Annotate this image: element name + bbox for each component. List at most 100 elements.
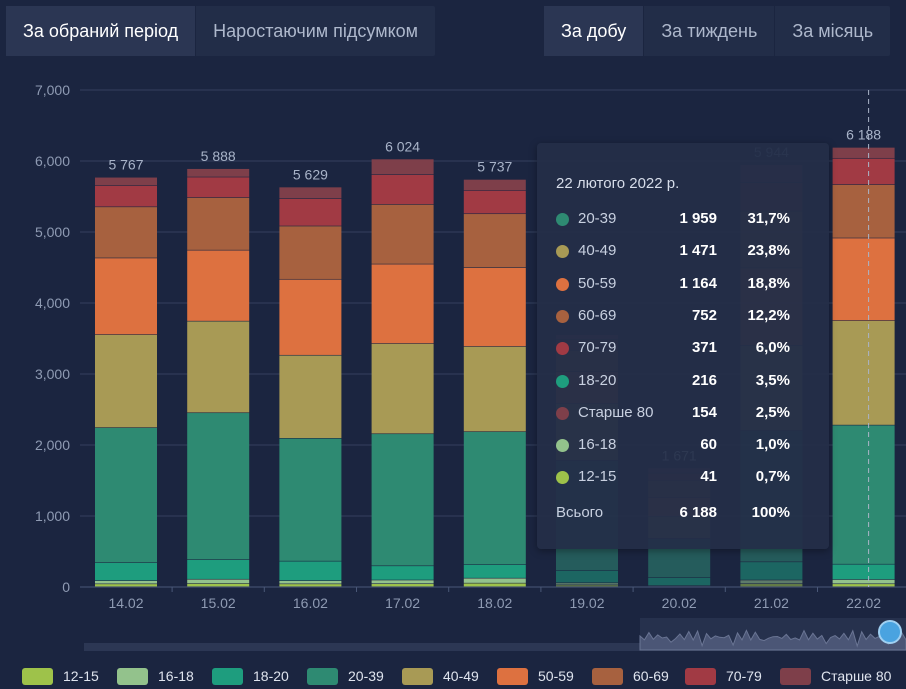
bar-segment xyxy=(832,320,895,425)
tooltip-series-pct: 6,0% xyxy=(755,339,790,357)
bar-segment xyxy=(279,438,342,561)
tooltip-total-row: Всього 6 188 100% xyxy=(537,504,829,524)
y-tick-label: 2,000 xyxy=(35,437,70,453)
tooltip-series-name: Старше 80 xyxy=(578,403,654,421)
x-tick-label: 17.02 xyxy=(385,595,420,611)
bar-segment xyxy=(648,577,711,586)
legend-item[interactable]: 18-20 xyxy=(212,665,289,687)
series-dot-icon xyxy=(556,245,569,259)
legend-label: Старше 80 xyxy=(821,668,892,684)
tooltip-row: Старше 80 154 2,5% xyxy=(537,404,829,424)
y-tick-label: 0 xyxy=(62,579,70,595)
bar-segment xyxy=(371,159,434,175)
bar-segment xyxy=(95,580,157,584)
bar-segment xyxy=(279,580,342,584)
bar-segment xyxy=(463,190,526,214)
legend-item[interactable]: 60-69 xyxy=(592,665,669,687)
bar-segment xyxy=(279,226,342,279)
tab-interval-1[interactable]: За тиждень xyxy=(644,6,776,56)
legend-item[interactable]: Старше 80 xyxy=(780,665,891,687)
interval-tabs: За добу За тиждень За місяць xyxy=(544,6,891,56)
series-dot-icon xyxy=(556,277,569,291)
tooltip-series-pct: 18,8% xyxy=(747,274,790,292)
bar-segment xyxy=(832,425,895,564)
legend-item[interactable]: 70-79 xyxy=(685,665,762,687)
tab-interval-2[interactable]: За місяць xyxy=(792,21,874,41)
bar-segment xyxy=(187,583,250,587)
bar-segment xyxy=(371,580,434,584)
legend-item[interactable]: 20-39 xyxy=(307,665,384,687)
bar-segment xyxy=(187,413,250,560)
navigator-track xyxy=(84,643,906,651)
series-dot-icon xyxy=(556,374,569,388)
bar-segment xyxy=(95,177,157,186)
tooltip-series-value: 752 xyxy=(691,306,717,324)
bar-segment xyxy=(187,168,250,177)
bar-segment xyxy=(279,187,342,199)
chart-legend: 12-15 16-18 18-20 20-39 40-49 50-59 60-69 70-79… xyxy=(0,665,906,687)
tooltip-series-value: 154 xyxy=(691,403,717,421)
bar-segment xyxy=(832,584,895,587)
legend-swatch xyxy=(780,667,811,685)
bar-segment xyxy=(832,158,895,185)
legend-item[interactable]: 40-49 xyxy=(402,665,479,687)
legend-label: 20-39 xyxy=(348,668,384,684)
bar-segment xyxy=(187,579,250,584)
bar-segment xyxy=(832,564,895,580)
tooltip-series-value: 41 xyxy=(700,468,717,486)
bar-segment xyxy=(463,583,526,587)
legend-swatch xyxy=(402,667,433,685)
bar-total-label: 5 767 xyxy=(108,157,143,173)
tab-period-0[interactable]: За обраний період xyxy=(6,6,197,56)
legend-swatch xyxy=(592,667,623,685)
bar-segment xyxy=(279,584,342,587)
bar-total-label: 6 024 xyxy=(385,138,420,154)
bar-segment xyxy=(463,179,526,191)
tab-interval-0[interactable]: За добу xyxy=(544,6,645,56)
legend-swatch xyxy=(212,667,243,685)
legend-item[interactable]: 16-18 xyxy=(117,665,194,687)
tooltip-row: 20-39 1 959 31,7% xyxy=(537,210,829,230)
bar-total-label: 5 737 xyxy=(477,159,512,175)
bar-segment xyxy=(556,570,618,583)
bar-segment xyxy=(95,185,157,207)
tooltip-title: 22 лютого 2022 р. xyxy=(556,175,680,192)
bar-segment xyxy=(279,198,342,226)
tooltip-series-pct: 31,7% xyxy=(747,210,790,227)
legend-label: 40-49 xyxy=(443,668,479,684)
bar-segment xyxy=(371,434,434,566)
navigator-handle-icon[interactable] xyxy=(878,620,902,644)
bar-segment xyxy=(463,267,526,347)
bar-segment xyxy=(463,578,526,583)
bar-segment xyxy=(95,258,157,335)
legend-item[interactable]: 50-59 xyxy=(497,665,574,687)
bar-segment xyxy=(187,321,250,413)
tab-period-1[interactable]: Наростаючим підсумком xyxy=(213,21,419,41)
legend-swatch xyxy=(117,667,148,685)
tooltip-total-label: Всього xyxy=(556,504,604,521)
y-tick-label: 3,000 xyxy=(35,366,70,382)
x-tick-label: 20.02 xyxy=(662,595,697,611)
tooltip-series-name: 18-20 xyxy=(578,371,617,389)
bar-segment xyxy=(463,432,526,565)
tooltip-total-pct: 100% xyxy=(751,504,790,521)
legend-item[interactable]: 12-15 xyxy=(22,665,99,687)
bar-total-label: 5 629 xyxy=(293,166,328,182)
bar-segment xyxy=(832,579,895,584)
bar-segment xyxy=(832,184,895,238)
bar-segment xyxy=(371,584,434,587)
bar-segment xyxy=(740,562,803,580)
legend-label: 70-79 xyxy=(726,668,762,684)
series-dot-icon xyxy=(556,309,569,323)
tooltip-series-name: 50-59 xyxy=(578,274,617,292)
y-tick-label: 4,000 xyxy=(35,295,70,311)
bar-total-label: 6 188 xyxy=(846,127,881,143)
y-tick-label: 1,000 xyxy=(35,508,70,524)
legend-label: 12-15 xyxy=(63,668,99,684)
tooltip-row: 60-69 752 12,2% xyxy=(537,307,829,327)
tooltip-row: 18-20 216 3,5% xyxy=(537,372,829,392)
tooltip-series-name: 20-39 xyxy=(578,210,617,227)
legend-label: 18-20 xyxy=(253,668,289,684)
bar-segment xyxy=(95,427,157,563)
